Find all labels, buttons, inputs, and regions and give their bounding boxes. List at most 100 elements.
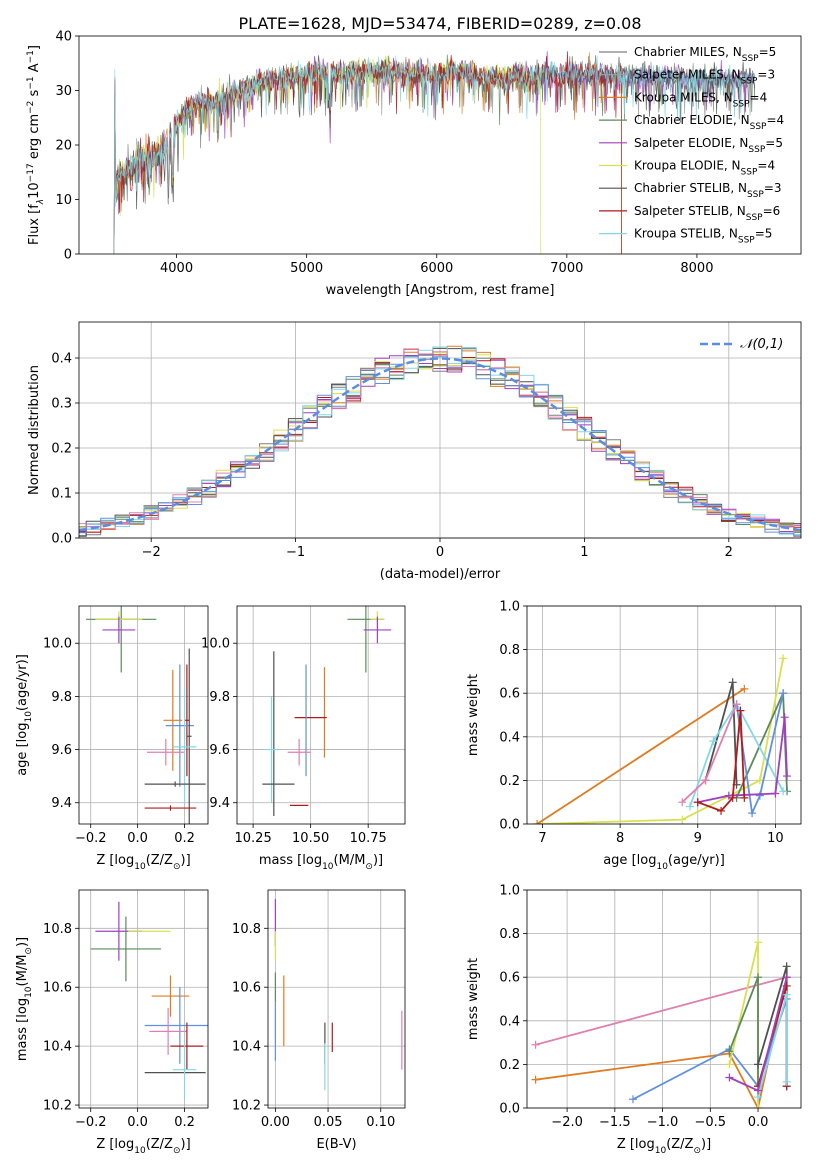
data-point-marker: [740, 793, 749, 802]
error-bar-point: [163, 669, 183, 771]
data-point-marker: [779, 689, 788, 698]
ticks: −0.2 0.0 0.2 10.2 10.4 10.6 10.8: [43, 922, 195, 1130]
y-tick-label: 0: [64, 248, 72, 263]
legend-entry: Salpeter ELODIE, NSSP=5: [634, 136, 783, 155]
x-tick-label: 10.50: [292, 831, 329, 846]
error-bar-point: [151, 975, 190, 1017]
x-tick-label: 0.05: [314, 1115, 343, 1130]
y-tick-label: 9.6: [51, 743, 72, 758]
ticks: −2 −1 0 1 2 0.0 0.1 0.2 0.3 0.4: [51, 352, 733, 561]
legend-entry: Kroupa MILES, NSSP=4: [634, 90, 767, 109]
y-tick-label: 0.4: [51, 352, 72, 367]
error-bars: [262, 606, 392, 817]
data-point-marker: [531, 1040, 540, 1049]
legend-entry: Kroupa STELIB, NSSP=5: [634, 227, 772, 246]
data-point-marker: [686, 802, 695, 811]
x-tick-label: −0.2: [75, 1115, 107, 1130]
series-line: [728, 976, 759, 1087]
error-bar-point: [149, 1007, 187, 1055]
x-tick-label: −2: [142, 545, 161, 560]
ticks: 7 8 9 10 0.0 0.2 0.4 0.6 0.8 1.0: [499, 600, 783, 847]
data-point-marker: [779, 787, 788, 796]
data-point-marker: [754, 1060, 763, 1069]
x-tick-label: −2.0: [551, 1115, 583, 1130]
series-line: [735, 693, 784, 817]
x-tick-label: −0.2: [75, 831, 107, 846]
legend-entry: 𝒩(0,1): [740, 337, 783, 352]
series-line: [757, 994, 788, 1098]
y-tick-label: 40: [55, 30, 72, 45]
data-point-marker: [754, 1104, 763, 1108]
x-tick-label: 0.2: [174, 1115, 195, 1130]
histogram-pink: [79, 348, 801, 537]
data-point-marker: [748, 809, 757, 818]
data-point-marker: [678, 798, 687, 807]
legend-entry: Chabrier ELODIE, NSSP=4: [634, 113, 784, 132]
y-tick-label: 0.0: [499, 818, 520, 833]
y-axis-label: mass weight: [466, 674, 481, 756]
y-tick-label: 10.6: [232, 981, 261, 996]
age-vs-metallicity-panel: −0.2 0.0 0.2 9.4 9.6 9.8 10.0 Z [log10(Z/Z⊙)] ag…: [15, 605, 209, 872]
data-point-marker: [779, 654, 788, 663]
data-point-marker: [771, 789, 780, 798]
x-tick-label: 0.10: [366, 1115, 395, 1130]
x-tick-label: 8: [616, 831, 624, 846]
axes-frame: [526, 605, 802, 825]
x-tick-label: 7: [538, 831, 546, 846]
axes-frame: [78, 889, 209, 1109]
y-tick-label: 1.0: [499, 600, 520, 615]
data-point-marker: [717, 806, 726, 815]
x-tick-label: 5000: [290, 261, 323, 276]
axes-frame: [78, 605, 209, 825]
error-bars: [274, 898, 403, 1091]
x-tick-label: 10.75: [350, 831, 387, 846]
data-point-marker: [533, 820, 542, 824]
x-tick-label: −1.0: [647, 1115, 679, 1130]
error-bar-point: [147, 738, 185, 766]
ticks: 4000 5000 6000 7000 8000 0 10 20 30 40: [55, 30, 713, 277]
series-chabrier-elodie: [725, 973, 763, 1091]
x-tick-label: 1: [580, 545, 588, 560]
histogram-kroupa-elodie: [79, 352, 801, 536]
error-bar-point: [186, 648, 192, 824]
data-point-marker: [725, 1073, 734, 1082]
x-tick-label: 9: [694, 831, 702, 846]
data-point-marker: [728, 793, 737, 802]
y-tick-label: 10.2: [232, 1099, 261, 1114]
error-bar-point: [102, 616, 136, 644]
y-tick-label: 9.8: [209, 690, 230, 705]
y-tick-label: 0.8: [499, 927, 520, 942]
data-point-marker: [783, 772, 792, 781]
data-point-marker: [725, 1047, 734, 1056]
axes-frame: [526, 889, 802, 1109]
y-tick-label: 9.4: [51, 796, 72, 811]
data-point-marker: [782, 973, 791, 982]
error-bar-point: [172, 688, 197, 806]
y-tick-label: 20: [55, 139, 72, 154]
y-tick-label: 30: [55, 84, 72, 99]
data-point-marker: [736, 706, 745, 715]
y-tick-label: 10.2: [43, 1099, 72, 1114]
data-point-marker: [725, 1060, 734, 1069]
axes-frame: [236, 605, 406, 825]
data-point-marker: [754, 1086, 763, 1095]
error-bar-point: [264, 696, 279, 803]
y-tick-label: 0.4: [499, 730, 520, 745]
x-tick-label: 10.25: [235, 831, 272, 846]
y-tick-label: 10.6: [43, 981, 72, 996]
grid: [527, 605, 801, 825]
legend-entry: Salpeter STELIB, NSSP=6: [634, 204, 780, 223]
y-axis-label: Normed distribution: [27, 365, 42, 495]
y-tick-label: 0.0: [499, 1102, 520, 1117]
figure-title: PLATE=1628, MJD=53474, FIBERID=0289, z=0…: [238, 14, 641, 33]
error-bar-point: [170, 1022, 204, 1070]
error-bar-point: [90, 916, 162, 982]
mass-vs-ebv-panel: 0.00 0.05 0.10 10.2 10.4 10.6 10.8 E(B-V): [232, 889, 406, 1152]
x-tick-label: 7000: [550, 261, 583, 276]
series-kroupa-miles: [533, 684, 749, 824]
x-tick-label: −1.5: [599, 1115, 631, 1130]
y-tick-label: 10.0: [201, 637, 230, 652]
series-line: [535, 977, 788, 1108]
data-point-marker: [782, 1077, 791, 1086]
